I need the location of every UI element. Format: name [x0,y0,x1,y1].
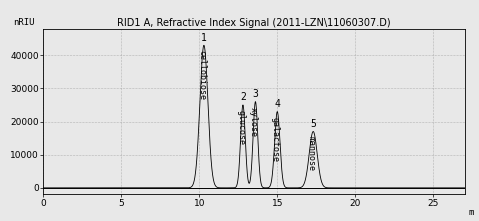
Text: 2: 2 [240,92,246,102]
Text: mannose: mannose [307,136,316,171]
Text: xylose: xylose [249,107,258,137]
Text: cellobiose: cellobiose [197,50,206,100]
Text: 1: 1 [201,33,207,43]
Text: nRIU: nRIU [13,18,35,27]
Text: glucose: glucose [236,110,245,145]
Title: RID1 A, Refractive Index Signal (2011-LZN\11060307.D): RID1 A, Refractive Index Signal (2011-LZ… [117,18,391,28]
Text: m: m [469,208,474,217]
Text: galactose: galactose [271,116,280,162]
Text: 5: 5 [310,119,316,129]
Text: 4: 4 [274,99,280,109]
Text: 3: 3 [252,89,258,99]
